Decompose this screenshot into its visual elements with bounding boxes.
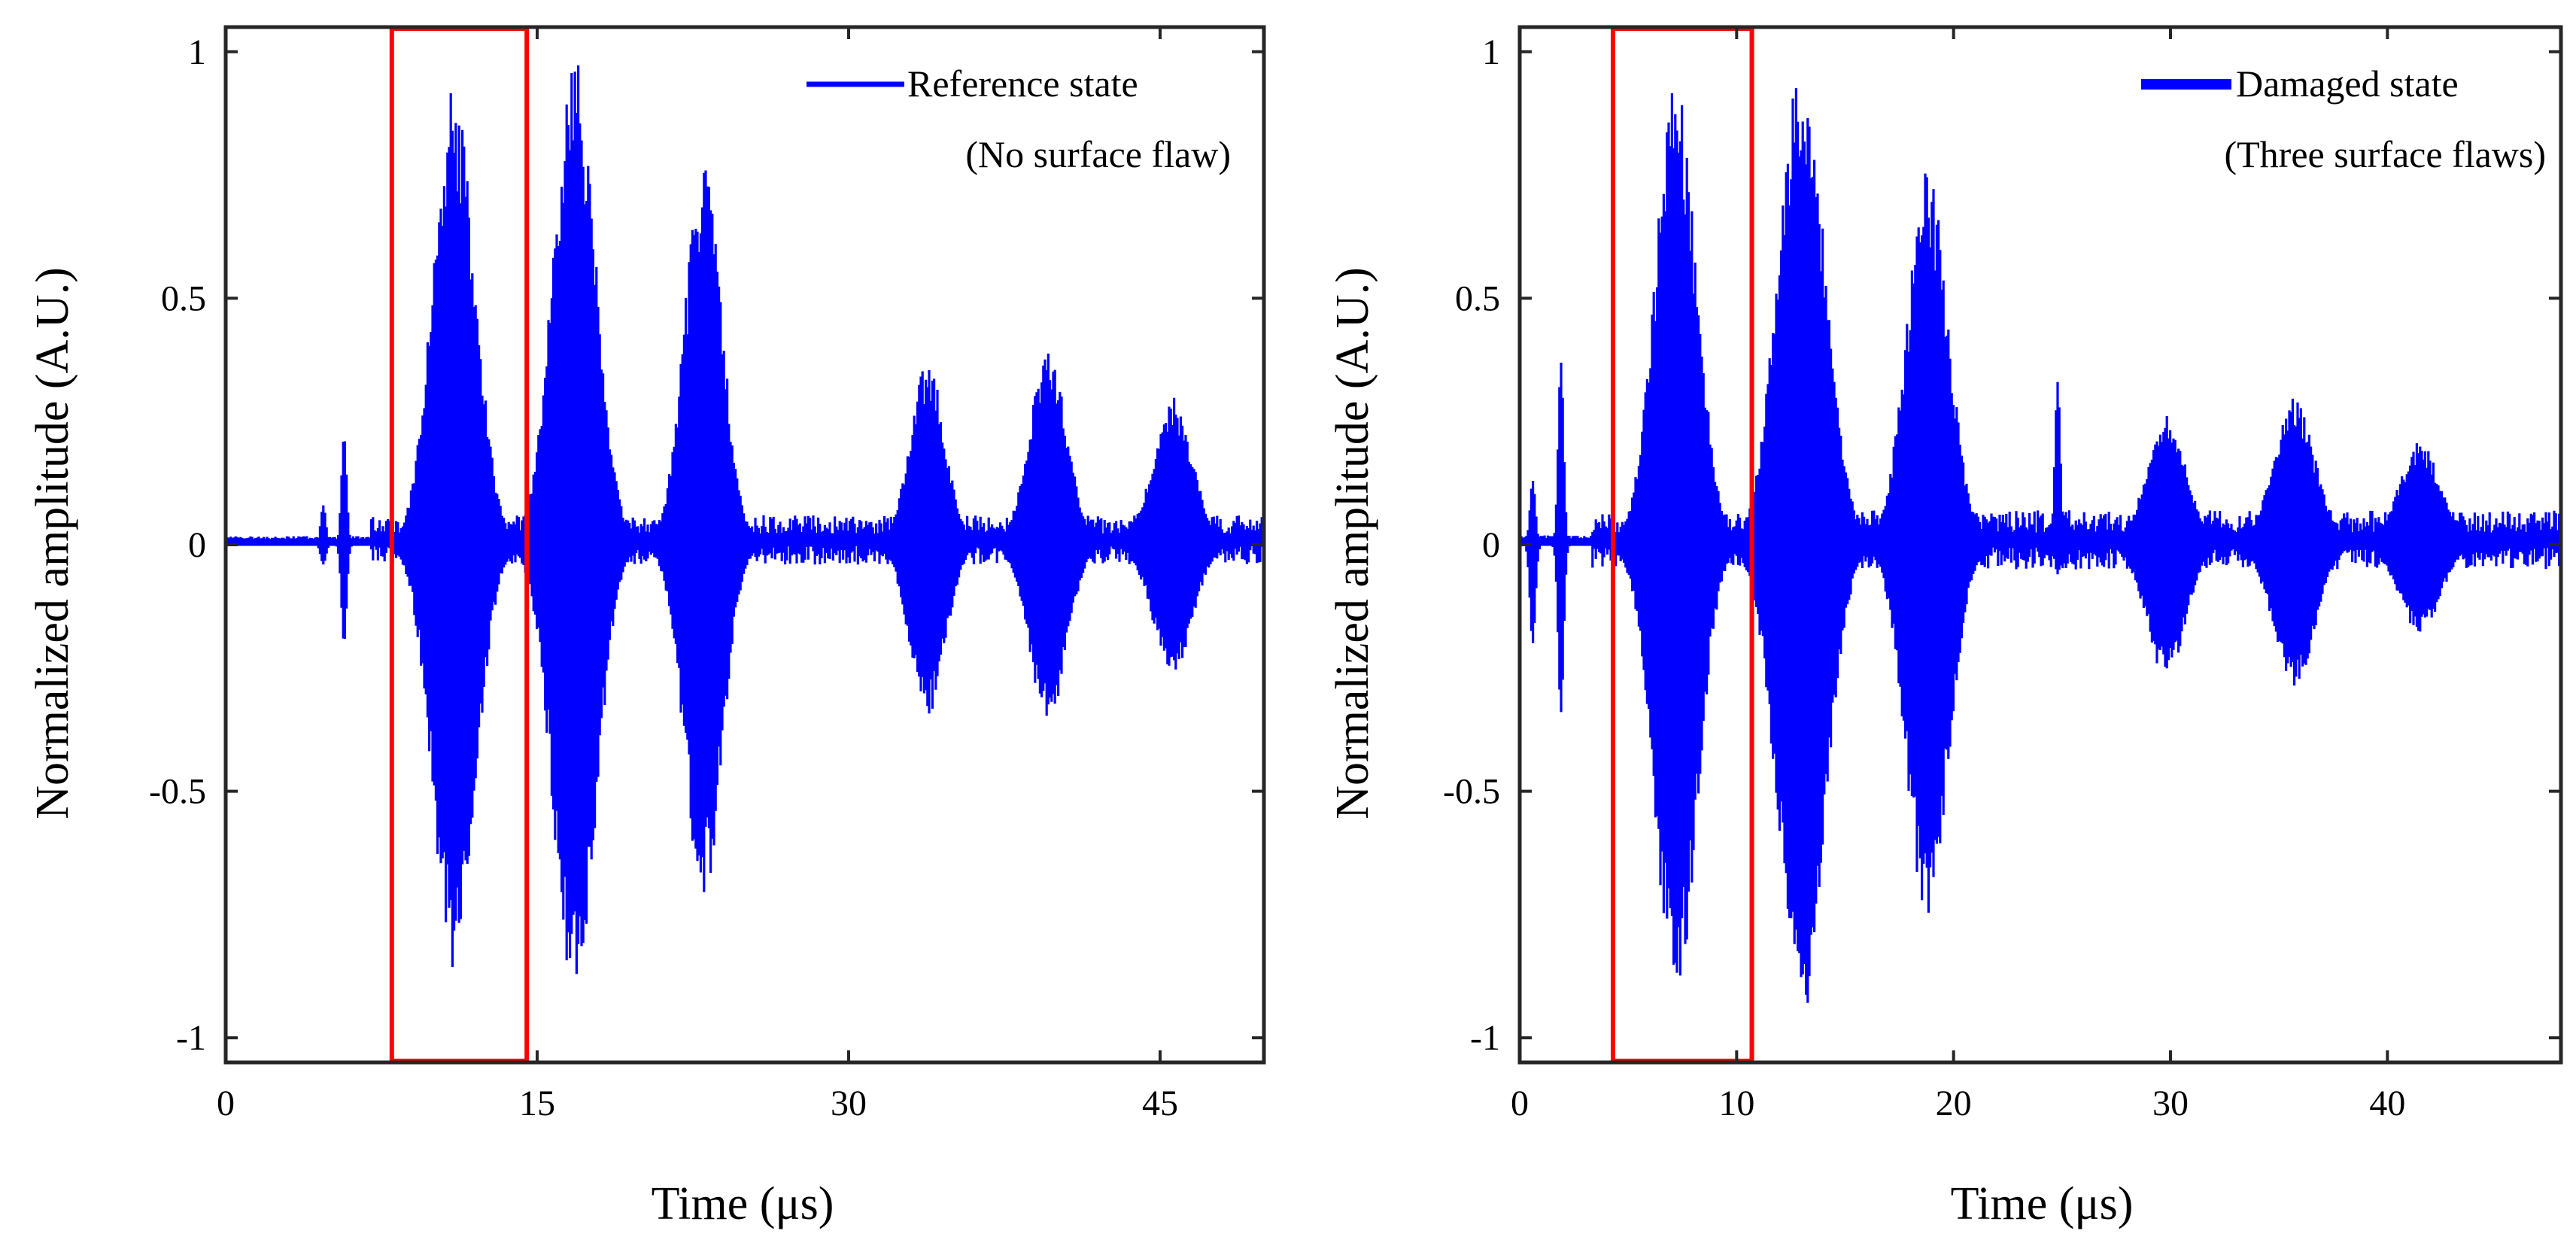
plot-area	[1520, 26, 2561, 1063]
series-line	[1520, 88, 2561, 1003]
y-tick-label: -1	[176, 1018, 206, 1058]
y-tick-label: 0	[1482, 525, 1500, 565]
y-axis-label: Normalized amplitude (A.U.)	[27, 267, 78, 819]
x-tick-label: 20	[1936, 1083, 1972, 1123]
y-tick-label: 0.5	[161, 278, 206, 318]
legend: Reference state (No surface flaw)	[807, 62, 1231, 175]
axis-ticks: 0 15 30 45 1 0.5 0 -0.5 -1	[149, 25, 1266, 1123]
legend-note: (No surface flaw)	[965, 133, 1231, 175]
axis-ticks: 0 10 20 30 40 1 0.5 0 -0.5 -1	[1443, 25, 2563, 1123]
damaged-state-chart: 0 10 20 30 40 1 0.5 0 -0.5 -1 Time (μs) Normalize…	[1327, 25, 2563, 1229]
y-tick-label: 1	[1482, 32, 1500, 72]
x-tick-label: 0	[217, 1083, 235, 1123]
series-line	[226, 65, 1264, 974]
y-tick-label: 1	[188, 32, 206, 72]
x-tick-label: 0	[1511, 1083, 1529, 1123]
y-tick-label: -0.5	[1443, 772, 1500, 812]
x-tick-label: 10	[1718, 1083, 1754, 1123]
legend-note: (Three surface flaws)	[2224, 133, 2546, 175]
y-tick-label: -1	[1470, 1018, 1500, 1058]
x-tick-label: 15	[519, 1083, 555, 1123]
x-axis-label: Time (μs)	[652, 1178, 834, 1229]
reference-state-chart: 0 15 30 45 1 0.5 0 -0.5 -1 Time (μs) Normalized …	[27, 25, 1266, 1229]
y-axis-label: Normalized amplitude (A.U.)	[1327, 267, 1378, 819]
x-tick-label: 30	[831, 1083, 867, 1123]
y-tick-label: 0	[188, 525, 206, 565]
x-axis-label: Time (μs)	[1951, 1178, 2134, 1229]
legend-entry-label: Damaged state	[2236, 62, 2459, 105]
x-tick-label: 45	[1142, 1083, 1178, 1123]
x-tick-label: 30	[2152, 1083, 2189, 1123]
y-tick-label: 0.5	[1455, 278, 1500, 318]
plot-area	[226, 26, 1264, 1063]
legend-entry-label: Reference state	[907, 62, 1138, 105]
y-tick-label: -0.5	[149, 772, 206, 812]
legend: Damaged state (Three surface flaws)	[2141, 62, 2546, 175]
x-tick-label: 40	[2369, 1083, 2405, 1123]
